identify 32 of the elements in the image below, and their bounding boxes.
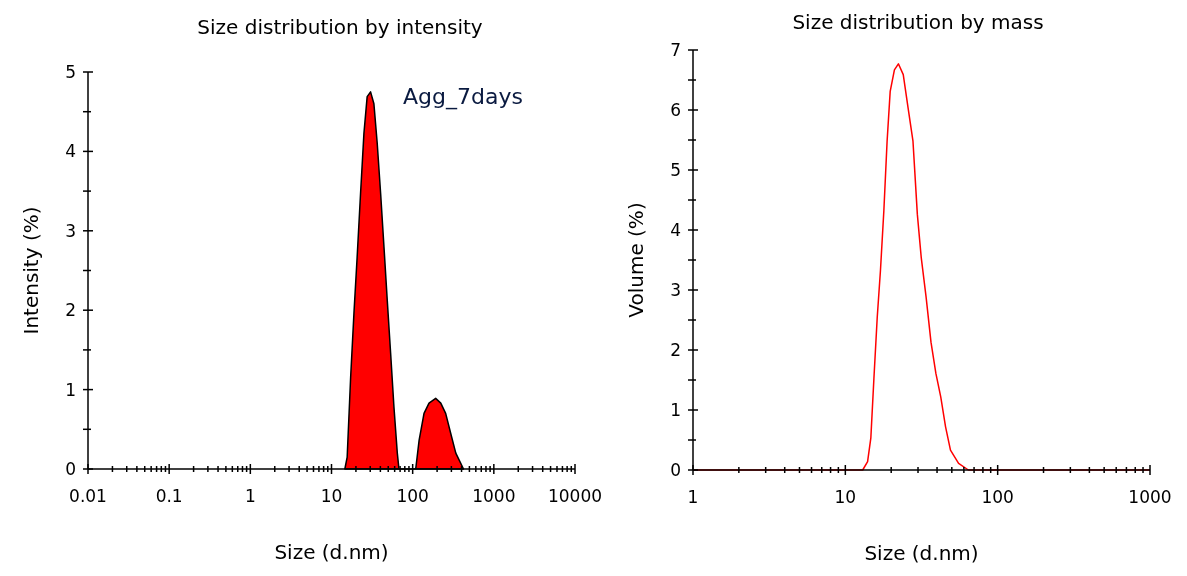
y-tick-label: 4: [65, 141, 76, 162]
y-tick-label: 1: [65, 379, 76, 400]
x-tick-label: 100: [396, 486, 429, 506]
chart-title: Size distribution by mass: [792, 10, 1044, 34]
x-tick-label: 10: [834, 487, 857, 507]
x-tick-label: 0.1: [155, 486, 183, 506]
y-tick-label: 3: [65, 220, 76, 241]
x-tick-label: 1000: [1128, 487, 1172, 507]
annotation: Agg_7days: [403, 84, 523, 110]
x-tick-label: 1: [244, 486, 256, 506]
y-tick-label: 2: [670, 340, 681, 360]
x-axis-title: Size (d.nm): [274, 540, 389, 564]
y-axis-title: Intensity (%): [19, 206, 43, 335]
y-axis-title: Volume (%): [624, 202, 648, 318]
y-tick-label: 3: [670, 280, 681, 300]
x-tick-label: 10: [320, 486, 343, 506]
x-tick-label: 100: [981, 487, 1014, 507]
x-tick-label: 1: [687, 487, 699, 507]
y-tick-label: 5: [65, 62, 76, 82]
y-tick-label: 0: [65, 459, 76, 479]
y-tick-label: 1: [670, 400, 681, 420]
x-tick-label: 1000: [472, 486, 516, 506]
y-tick-label: 7: [670, 40, 681, 60]
chart-title: Size distribution by intensity: [197, 15, 483, 39]
y-tick-label: 5: [670, 160, 681, 180]
x-tick-label: 10000: [547, 486, 603, 506]
y-tick-label: 2: [65, 300, 76, 321]
y-tick-label: 4: [670, 220, 681, 240]
y-tick-label: 6: [670, 100, 681, 120]
y-tick-label: 0: [670, 460, 681, 480]
x-axis-title: Size (d.nm): [864, 541, 979, 565]
x-tick-label: 0.01: [69, 486, 107, 506]
